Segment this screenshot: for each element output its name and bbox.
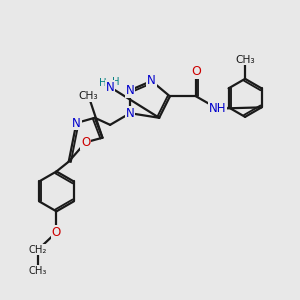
Text: N: N (126, 84, 134, 97)
Text: N: N (106, 81, 115, 94)
Text: CH₃: CH₃ (29, 266, 47, 276)
Text: H: H (112, 76, 119, 87)
Text: CH₃: CH₃ (235, 55, 255, 64)
Text: NH: NH (209, 102, 226, 115)
Text: O: O (52, 226, 61, 239)
Text: N: N (72, 116, 81, 130)
Text: CH₃: CH₃ (79, 91, 98, 101)
Text: H: H (99, 77, 106, 88)
Text: O: O (81, 136, 90, 149)
Text: O: O (191, 65, 201, 78)
Text: N: N (126, 107, 134, 120)
Text: CH₂: CH₂ (29, 245, 47, 255)
Text: N: N (147, 74, 156, 88)
